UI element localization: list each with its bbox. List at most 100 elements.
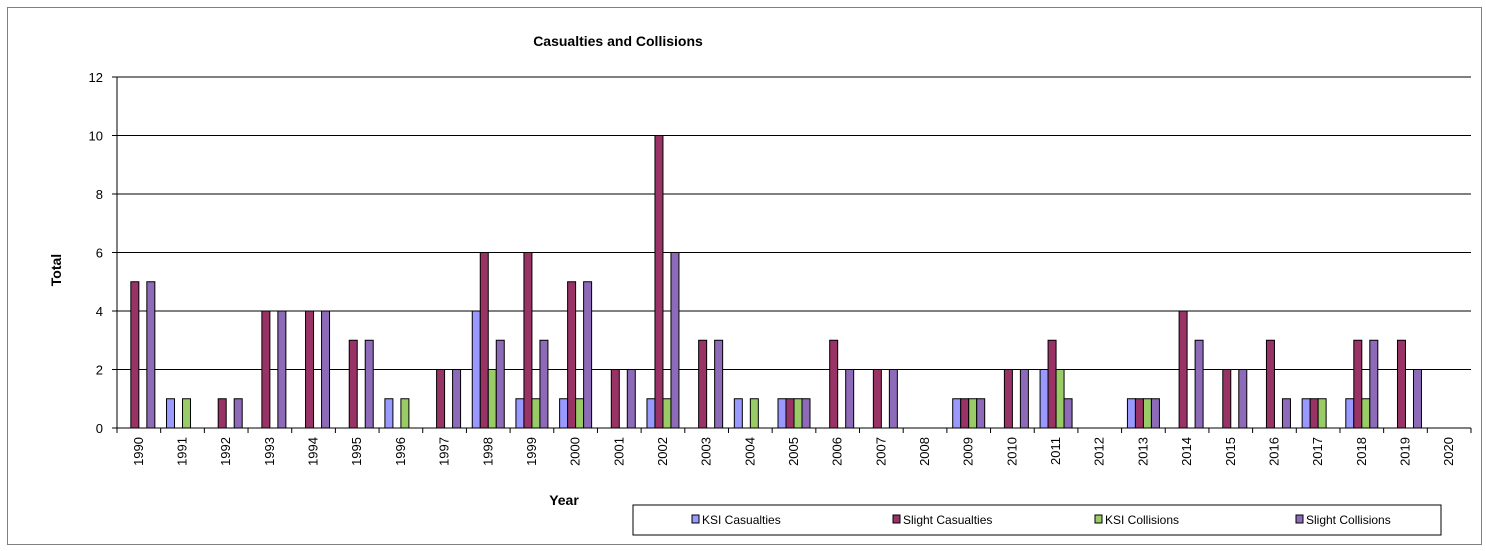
bar (1362, 399, 1370, 428)
bar (1370, 340, 1378, 428)
y-tick-label: 2 (96, 363, 103, 378)
bar (365, 340, 373, 428)
bar (437, 370, 445, 429)
bar (1004, 370, 1012, 429)
bar (1282, 399, 1290, 428)
bar (1223, 370, 1231, 429)
y-tick-label: 6 (96, 246, 103, 261)
bar (516, 399, 524, 428)
bar (647, 399, 655, 428)
bar (1040, 370, 1048, 429)
x-tick-label: 1994 (306, 437, 321, 466)
x-tick-label: 1990 (131, 437, 146, 466)
x-tick-label: 1995 (349, 437, 364, 466)
bar (1151, 399, 1159, 428)
bar (524, 253, 532, 429)
x-tick-label: 2012 (1092, 437, 1107, 466)
bar (1127, 399, 1135, 428)
x-tick-label: 1998 (480, 437, 495, 466)
x-tick-label: 2014 (1179, 437, 1194, 466)
bar (147, 282, 155, 428)
bar (278, 311, 286, 428)
bar (401, 399, 409, 428)
bar (1413, 370, 1421, 429)
bar (802, 399, 810, 428)
bar (699, 340, 707, 428)
bar (786, 399, 794, 428)
y-tick-label: 12 (89, 70, 103, 85)
x-tick-label: 2017 (1310, 437, 1325, 466)
legend-swatch (1095, 515, 1102, 523)
chart-title: Casualties and Collisions (533, 33, 703, 49)
x-tick-label: 2006 (830, 437, 845, 466)
bar (977, 399, 985, 428)
legend-swatch (893, 515, 900, 523)
bar (568, 282, 576, 428)
x-tick-label: 2010 (1004, 437, 1019, 466)
bar (846, 370, 854, 429)
y-tick-label: 8 (96, 187, 103, 202)
bar (576, 399, 584, 428)
bar (655, 136, 663, 429)
legend-swatch (1296, 515, 1303, 523)
y-tick-label: 10 (89, 129, 103, 144)
bar (532, 399, 540, 428)
bar (218, 399, 226, 428)
bar (873, 370, 881, 429)
bar (1318, 399, 1326, 428)
bar (1048, 340, 1056, 428)
bar (1397, 340, 1405, 428)
gridlines (117, 77, 1471, 370)
x-tick-label: 2005 (786, 437, 801, 466)
x-tick-label: 1992 (218, 437, 233, 466)
bar (1020, 370, 1028, 429)
x-tick-label: 2019 (1397, 437, 1412, 466)
legend-label: KSI Casualties (702, 513, 781, 527)
x-tick-label: 2015 (1223, 437, 1238, 466)
bar (1179, 311, 1187, 428)
x-tick-label: 1993 (262, 437, 277, 466)
bar (1239, 370, 1247, 429)
x-tick-label: 2001 (611, 437, 626, 466)
x-tick-label: 2003 (699, 437, 714, 466)
bar (969, 399, 977, 428)
x-tick-label: 1991 (175, 437, 190, 466)
bar (1135, 399, 1143, 428)
bar (488, 370, 496, 429)
tick-labels: 0246810121990 1991 1992 1993 1994 1995 1996 199… (89, 70, 1457, 466)
bar (671, 253, 679, 429)
x-axis-label: Year (549, 492, 579, 508)
bar (540, 340, 548, 428)
bar (1310, 399, 1318, 428)
bar (584, 282, 592, 428)
bar (262, 311, 270, 428)
x-tick-label: 2007 (873, 437, 888, 466)
bar (385, 399, 393, 428)
x-tick-label: 1999 (524, 437, 539, 466)
x-tick-label: 1996 (393, 437, 408, 466)
x-tick-label: 2013 (1135, 437, 1150, 466)
bar (953, 399, 961, 428)
bar (183, 399, 191, 428)
x-tick-label: 2020 (1441, 437, 1456, 466)
x-tick-label: 2009 (961, 437, 976, 466)
x-tick-label: 2002 (655, 437, 670, 466)
chart-frame: Casualties and Collisions Total Year 0 2 4… (7, 7, 1482, 545)
bar (830, 340, 838, 428)
y-tick-label: 4 (96, 304, 103, 319)
legend-swatch (692, 515, 699, 523)
chart: Casualties and Collisions Total Year 0 2 4… (8, 8, 1483, 546)
x-tick-label: 1997 (437, 437, 452, 466)
bar (1056, 370, 1064, 429)
bar (627, 370, 635, 429)
bar (496, 340, 504, 428)
bar (794, 399, 802, 428)
bar (131, 282, 139, 428)
bar (611, 370, 619, 429)
legend-label: Slight Collisions (1306, 513, 1391, 527)
bar (715, 340, 723, 428)
x-tick-label: 2011 (1048, 437, 1063, 465)
bar (1143, 399, 1151, 428)
bar (734, 399, 742, 428)
bar (1302, 399, 1310, 428)
